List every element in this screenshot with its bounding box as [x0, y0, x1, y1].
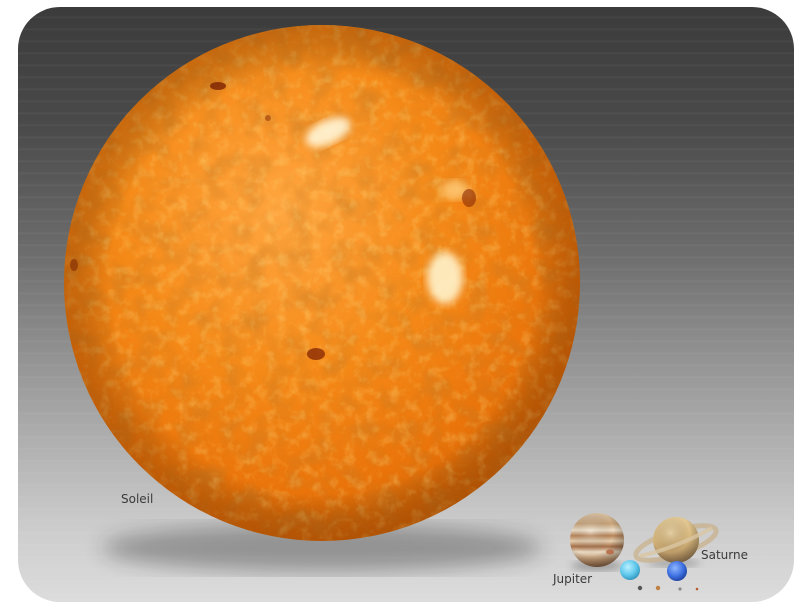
saturn-label: Saturne [701, 548, 748, 562]
earth [637, 585, 643, 591]
sun [64, 25, 580, 541]
mars [695, 587, 699, 591]
saturn [633, 517, 719, 567]
uranus [620, 560, 640, 580]
venus [655, 585, 661, 591]
sun-shadow [102, 524, 542, 572]
sun-label: Soleil [121, 492, 154, 506]
mercury [678, 587, 682, 591]
jupiter-label: Jupiter [553, 572, 593, 586]
neptune [667, 561, 687, 581]
jupiter [570, 513, 624, 571]
